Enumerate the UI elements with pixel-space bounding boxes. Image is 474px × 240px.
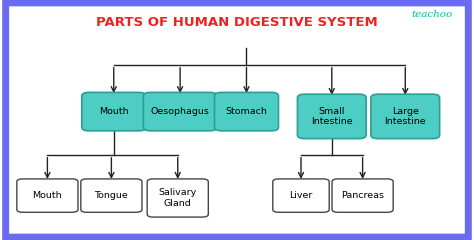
FancyBboxPatch shape [214,92,279,131]
Text: Oesophagus: Oesophagus [151,107,210,116]
Text: Mouth: Mouth [99,107,128,116]
Text: Large
Intestine: Large Intestine [384,107,426,126]
FancyBboxPatch shape [82,92,146,131]
Text: Pancreas: Pancreas [341,191,384,200]
FancyBboxPatch shape [17,179,78,212]
Text: Stomach: Stomach [226,107,267,116]
Text: PARTS OF HUMAN DIGESTIVE SYSTEM: PARTS OF HUMAN DIGESTIVE SYSTEM [96,16,378,29]
Text: Tongue: Tongue [94,191,128,200]
Text: Mouth: Mouth [33,191,62,200]
FancyBboxPatch shape [273,179,329,212]
FancyBboxPatch shape [143,92,217,131]
FancyBboxPatch shape [81,179,142,212]
FancyBboxPatch shape [147,179,209,217]
FancyBboxPatch shape [371,94,439,139]
Text: teachoo: teachoo [411,10,453,19]
Text: Salivary
Gland: Salivary Gland [159,188,197,208]
Text: Small
Intestine: Small Intestine [311,107,353,126]
FancyBboxPatch shape [332,179,393,212]
FancyBboxPatch shape [298,94,366,139]
Text: Liver: Liver [289,191,313,200]
